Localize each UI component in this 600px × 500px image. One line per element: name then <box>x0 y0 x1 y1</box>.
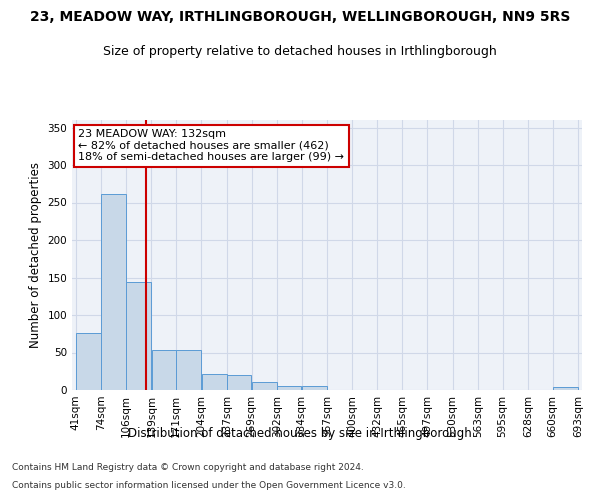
Bar <box>251 382 277 390</box>
Bar <box>302 386 327 390</box>
Bar <box>176 350 201 390</box>
Bar <box>553 387 578 390</box>
Text: Size of property relative to detached houses in Irthlingborough: Size of property relative to detached ho… <box>103 45 497 58</box>
Text: 23, MEADOW WAY, IRTHLINGBOROUGH, WELLINGBOROUGH, NN9 5RS: 23, MEADOW WAY, IRTHLINGBOROUGH, WELLING… <box>30 10 570 24</box>
Bar <box>277 386 301 390</box>
Bar <box>152 350 176 390</box>
Bar <box>126 282 151 390</box>
Y-axis label: Number of detached properties: Number of detached properties <box>29 162 42 348</box>
Bar <box>76 333 101 390</box>
Bar <box>202 374 227 390</box>
Text: Contains public sector information licensed under the Open Government Licence v3: Contains public sector information licen… <box>12 481 406 490</box>
Text: Distribution of detached houses by size in Irthlingborough: Distribution of detached houses by size … <box>128 428 472 440</box>
Text: 23 MEADOW WAY: 132sqm
← 82% of detached houses are smaller (462)
18% of semi-det: 23 MEADOW WAY: 132sqm ← 82% of detached … <box>78 129 344 162</box>
Bar <box>101 194 126 390</box>
Text: Contains HM Land Registry data © Crown copyright and database right 2024.: Contains HM Land Registry data © Crown c… <box>12 464 364 472</box>
Bar <box>227 375 251 390</box>
